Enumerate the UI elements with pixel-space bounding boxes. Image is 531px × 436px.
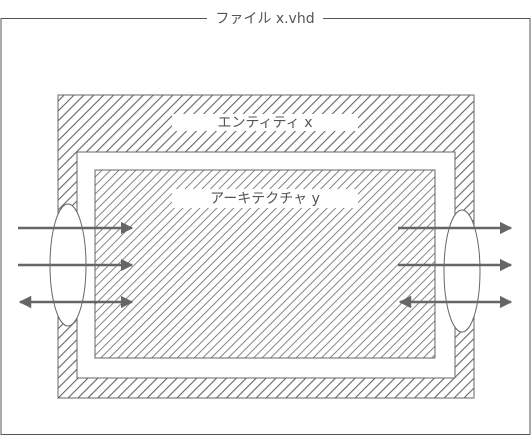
- entity-label-background: [172, 114, 358, 131]
- entity-label: エンティティ x: [217, 115, 312, 131]
- architecture-label-background: [172, 189, 358, 208]
- architecture-label: アーキテクチャ y: [210, 191, 320, 207]
- file-label: ファイル x.vhd: [215, 11, 314, 27]
- file-label-background: [207, 9, 323, 29]
